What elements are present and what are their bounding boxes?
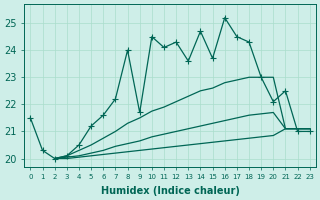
X-axis label: Humidex (Indice chaleur): Humidex (Indice chaleur) [100,186,239,196]
